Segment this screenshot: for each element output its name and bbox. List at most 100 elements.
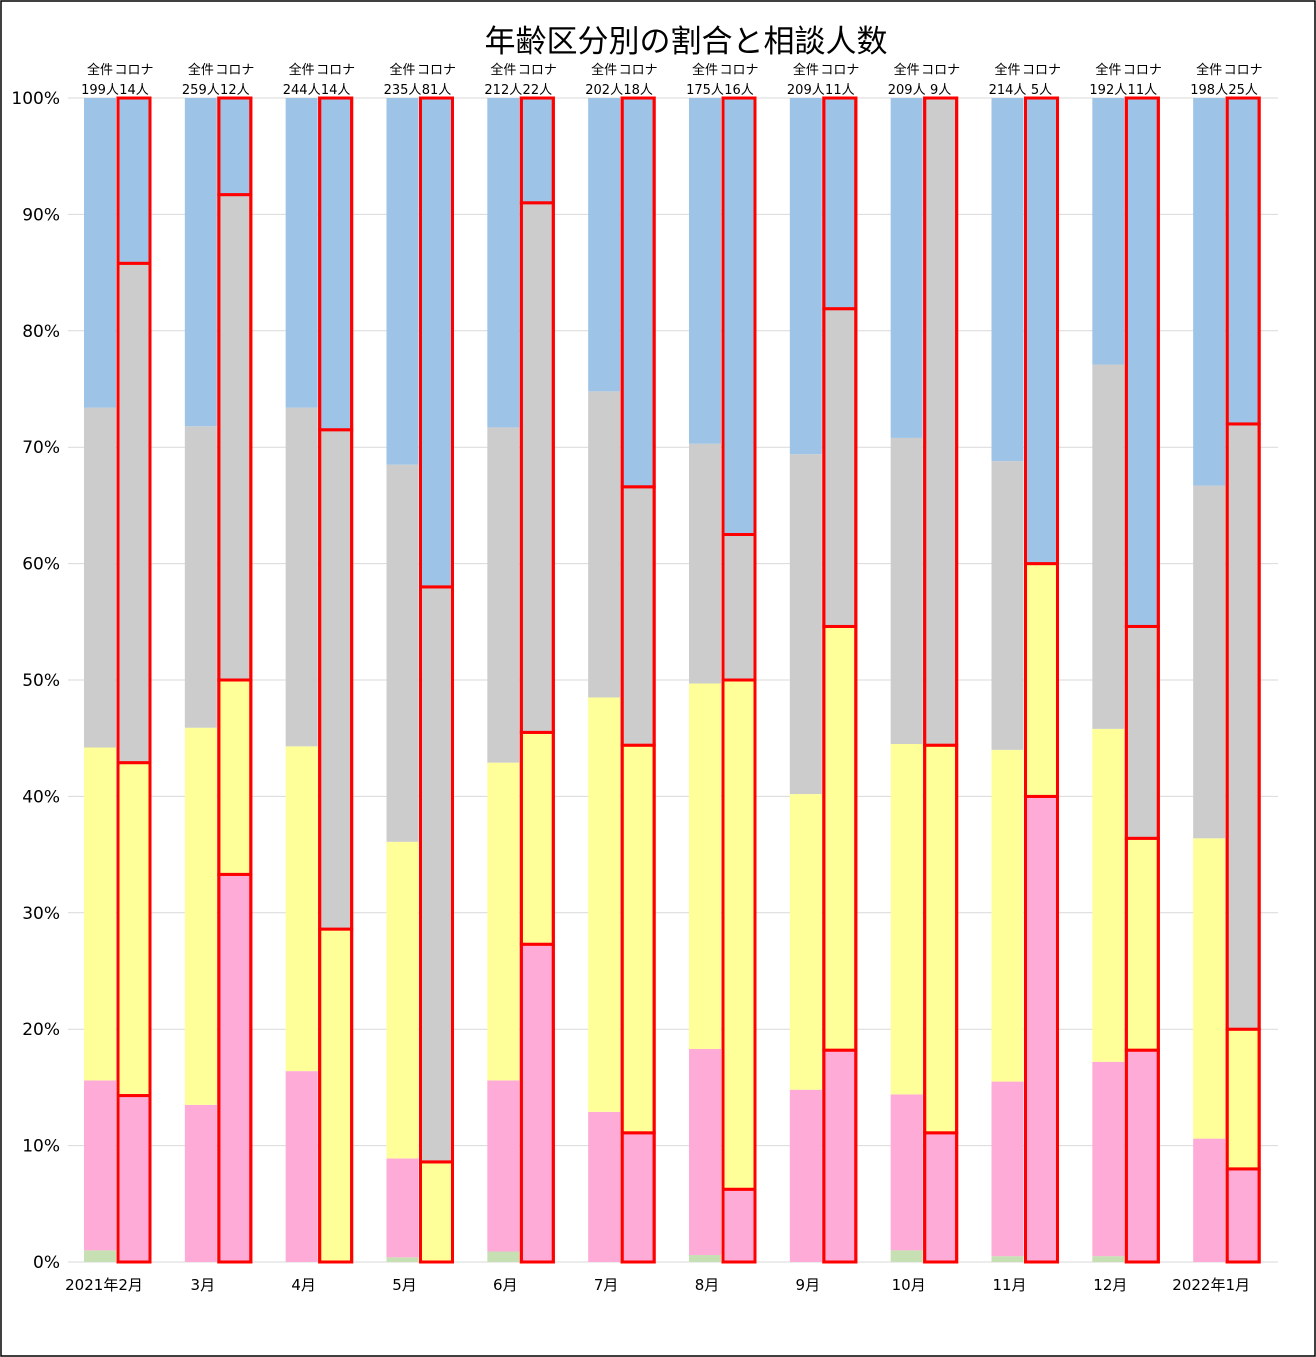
bar-segment xyxy=(721,533,757,682)
y-tick-label: 100% xyxy=(11,89,60,109)
bar-count-label: 14人 xyxy=(321,83,351,98)
bar-segment xyxy=(890,98,923,438)
bar-segment xyxy=(588,391,621,698)
x-tick-label: 5月 xyxy=(392,1276,417,1294)
bar-segment xyxy=(991,1256,1024,1262)
bar-group-label: 全件 xyxy=(692,62,718,78)
bar-segment xyxy=(487,98,520,428)
bar-count-label: 5人 xyxy=(1031,83,1052,98)
y-tick-label: 0% xyxy=(33,1253,60,1273)
bar-count-label: 209人 xyxy=(787,83,825,98)
bar-segment xyxy=(217,872,253,1264)
bar-segment xyxy=(84,1080,116,1251)
highlight-outline xyxy=(620,96,656,1264)
chart-title: 年齢区分別の割合と相談人数 xyxy=(485,24,888,60)
bar-segment xyxy=(519,201,555,734)
bar-group-label: 全件 xyxy=(894,62,920,78)
bar-count-label: 11人 xyxy=(1128,83,1158,98)
bar-count-label: 18人 xyxy=(623,83,653,98)
bar-group-label: コロナ xyxy=(114,63,153,78)
bar-count-label: 81人 xyxy=(422,83,452,98)
bar-segment xyxy=(1092,364,1125,729)
bar-segment xyxy=(487,762,520,1081)
bar-segment xyxy=(923,743,959,1135)
x-tick-label: 9月 xyxy=(796,1276,821,1294)
bar-segment xyxy=(487,427,520,763)
bar-segment xyxy=(386,464,419,842)
x-tick-label: 2022年1月 xyxy=(1172,1276,1250,1294)
bar-segment xyxy=(689,683,721,1049)
bar-count-label: 259人 xyxy=(182,83,220,98)
bar-segment xyxy=(84,747,116,1081)
bar-segment xyxy=(386,841,419,1159)
bar-segment xyxy=(217,193,253,682)
bar-segment xyxy=(721,1187,757,1264)
bar-segment xyxy=(789,454,822,795)
bar-segment xyxy=(386,1257,419,1262)
bar-segment xyxy=(318,428,354,931)
bar-segment xyxy=(217,96,253,197)
bar-segment xyxy=(1225,422,1261,1031)
bar-group-label: コロナ xyxy=(1123,63,1162,78)
highlight-outline xyxy=(822,96,858,1264)
bar-segment xyxy=(419,96,454,589)
bar-segment xyxy=(588,98,621,392)
bar-segment xyxy=(588,1111,621,1262)
bar-segment xyxy=(1124,624,1160,840)
bar-group-label: コロナ xyxy=(518,63,557,78)
bar-segment xyxy=(419,1160,454,1264)
highlight-outline xyxy=(1124,96,1160,1264)
x-tick-label: 3月 xyxy=(191,1276,216,1294)
x-tick-label: 6月 xyxy=(493,1276,518,1294)
bar-segment xyxy=(721,678,757,1191)
bar-segment xyxy=(1193,838,1226,1139)
bar-count-label: 9人 xyxy=(930,83,951,98)
bar-count-label: 235人 xyxy=(384,83,422,98)
bar-segment xyxy=(419,585,454,1164)
y-tick-label: 40% xyxy=(22,787,60,807)
bar-count-label: 11人 xyxy=(825,83,855,98)
bar-segment xyxy=(689,1255,721,1262)
bar-segment xyxy=(487,1080,520,1252)
bar-segment xyxy=(285,98,318,408)
bar-group-label: コロナ xyxy=(719,63,758,78)
x-tick-label: 2021年2月 xyxy=(65,1276,143,1294)
bar-segment xyxy=(789,1089,822,1262)
bar-segment xyxy=(519,730,555,946)
bar-group-label: 全件 xyxy=(591,62,617,78)
y-tick-label: 90% xyxy=(22,205,60,225)
bar-group-label: 全件 xyxy=(994,62,1020,78)
bar-segment xyxy=(890,1250,923,1262)
bar-segment xyxy=(620,1131,656,1264)
y-tick-label: 30% xyxy=(22,904,60,924)
bar-count-label: 192人 xyxy=(1089,83,1127,98)
gridlines xyxy=(68,97,1278,1263)
bar-segment xyxy=(721,96,757,536)
bar-segment xyxy=(116,1094,152,1264)
bar-segment xyxy=(588,697,621,1112)
bar-group-label: 全件 xyxy=(490,62,516,78)
bar-segment xyxy=(386,98,419,465)
bar-segment xyxy=(1193,1138,1226,1262)
y-tick-label: 60% xyxy=(22,555,60,575)
bar-segment xyxy=(620,96,656,489)
bar-group-label: 全件 xyxy=(289,62,315,78)
bar-segment xyxy=(620,485,656,747)
bar-segment xyxy=(689,443,721,684)
bar-segment xyxy=(1193,485,1226,839)
bar-segment xyxy=(991,461,1024,750)
x-tick-label: 8月 xyxy=(695,1276,720,1294)
bar-group-label: コロナ xyxy=(1022,63,1061,78)
highlight-outline xyxy=(318,96,354,1264)
highlight-outline xyxy=(1024,96,1059,1264)
bar-group-label: コロナ xyxy=(417,63,456,78)
bar-segment xyxy=(1024,96,1059,566)
bar-segment xyxy=(519,942,555,1264)
bar-segment xyxy=(386,1158,419,1258)
bar-segment xyxy=(285,1071,318,1262)
bar-count-label: 198人 xyxy=(1190,83,1228,98)
bar-segment xyxy=(991,749,1024,1082)
bar-segment xyxy=(923,96,959,747)
bar-segment xyxy=(620,743,656,1135)
